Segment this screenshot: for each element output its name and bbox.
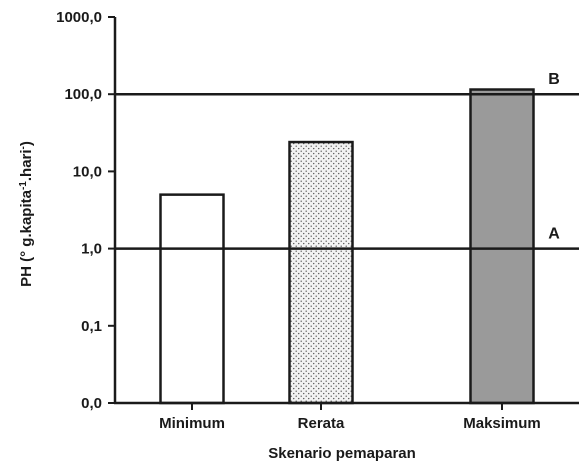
reference-label-a: A [548,226,560,243]
x-axis-title: Skenario pemaparan [268,445,416,462]
bar-maksimum [469,88,535,405]
x-axis: Minimum Rerata Maksimum [159,403,541,432]
x-tick-label: Rerata [298,415,345,432]
y-tick-label: 0,0 [81,395,102,412]
y-tick-label: 0,1 [81,318,102,335]
y-axis: 0,0 0,1 1,0 10,0 100,0 1000,0 [56,9,115,412]
y-tick-label: 100,0 [64,86,102,103]
bar-minimum [159,193,225,405]
y-tick-label: 1000,0 [56,9,102,26]
y-tick-label: 10,0 [73,163,102,180]
reference-label-b: B [548,71,560,88]
y-tick-label: 1,0 [81,241,102,258]
bar-rerata [288,140,354,405]
x-tick-label: Minimum [159,415,225,432]
y-axis-title: PH (° g.kapita-1.hari-) [18,141,36,287]
x-tick-label: Maksimum [463,415,541,432]
plot-area: AB [113,17,579,405]
